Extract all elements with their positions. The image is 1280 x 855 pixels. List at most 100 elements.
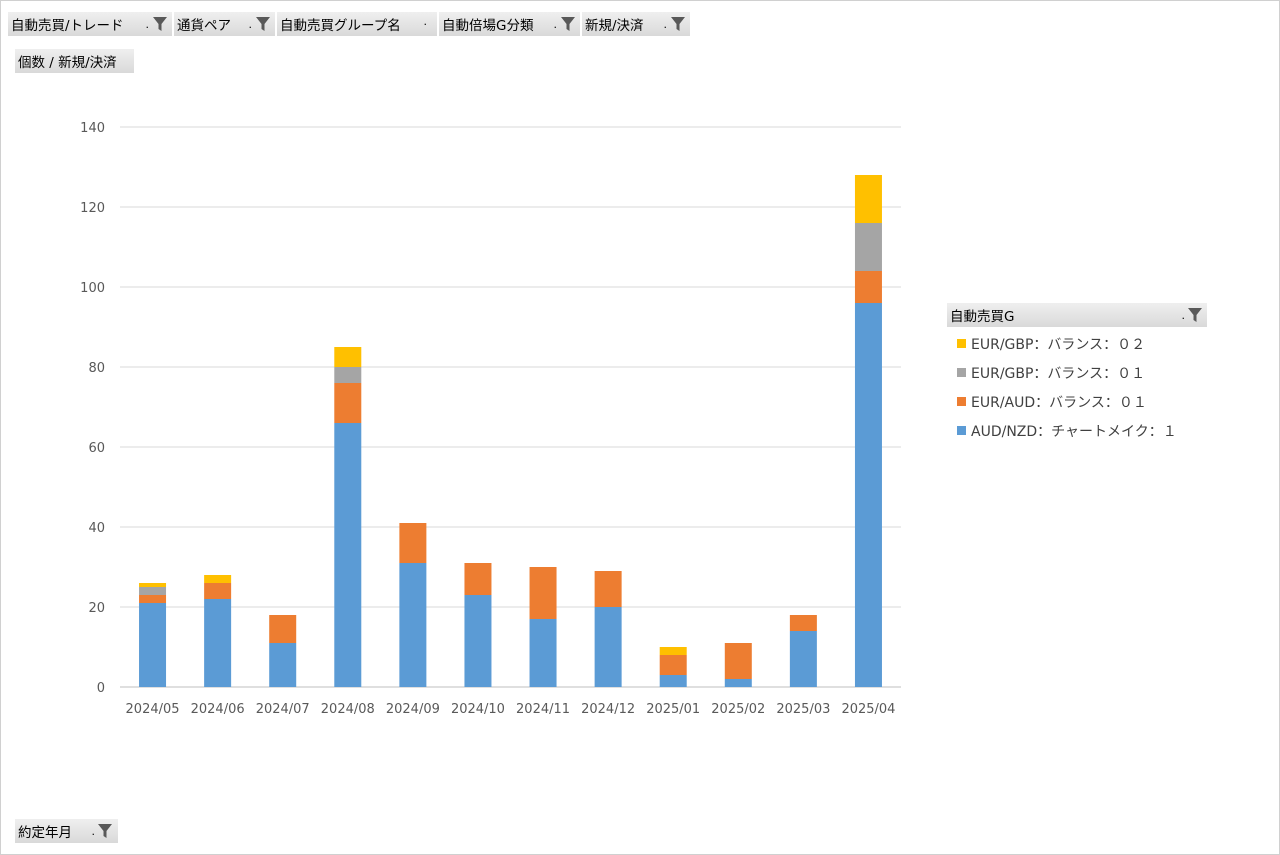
bar-segment-series-0-2024-05[interactable] (139, 603, 167, 687)
bar-segment-series-1-2024-08[interactable] (334, 383, 362, 423)
y-tick-label: 20 (88, 601, 105, 616)
gridlines (120, 126, 901, 688)
legend-item-label: EUR/AUD：バランス：０１ (971, 394, 1147, 411)
x-tick-label: 2024/06 (191, 702, 245, 717)
filter-field-trade-type[interactable]: 自動売買/トレード . (8, 12, 172, 36)
x-tick-label: 2024/09 (386, 702, 440, 717)
bar-segment-series-1-2025-04[interactable] (854, 271, 882, 303)
legend: 自動売買G . EUR/GBP：バランス：０２ EUR/GBP：バランス：０１ … (947, 303, 1207, 445)
x-tick-label: 2024/11 (516, 702, 570, 717)
bar-segment-series-2-2024-05[interactable] (139, 587, 167, 595)
bar-segment-series-0-2024-08[interactable] (334, 423, 362, 687)
legend-item-label: AUD/NZD：チャートメイク：１ (971, 423, 1177, 440)
bar-segment-series-0-2025-03[interactable] (789, 631, 817, 687)
legend-swatch (957, 426, 966, 435)
filter-field-open-close[interactable]: 新規/決済 . (582, 12, 690, 36)
x-tick-label: 2024/07 (256, 702, 310, 717)
bar-segment-series-1-2024-05[interactable] (139, 595, 167, 603)
filter-field-currency-pair[interactable]: 通貨ペア . (174, 12, 275, 36)
y-tick-label: 40 (88, 521, 105, 536)
bar-segment-series-1-2024-09[interactable] (399, 523, 427, 563)
filter-active-dot: . (1181, 308, 1186, 322)
bar-segment-series-2-2024-08[interactable] (334, 367, 362, 383)
bar-segment-series-1-2024-12[interactable] (594, 571, 622, 607)
dropdown-indicator: · (423, 17, 428, 31)
filter-field-label: 自動売買グループ名 (280, 18, 401, 34)
legend-item-eurgbp-01[interactable]: EUR/GBP：バランス：０１ (947, 358, 1207, 387)
bar-segment-series-0-2025-04[interactable] (854, 303, 882, 687)
legend-swatch (957, 397, 966, 406)
filter-field-label: 新規/決済 (585, 18, 644, 34)
legend-item-label: EUR/GBP：バランス：０２ (971, 336, 1146, 353)
filter-field-group-category[interactable]: 自動倍場G分類 . (439, 12, 580, 36)
bar-segment-series-1-2024-10[interactable] (464, 563, 492, 595)
bar-segment-series-1-2024-06[interactable] (204, 583, 232, 599)
bar-segment-series-3-2024-06[interactable] (204, 575, 232, 583)
filter-active-dot: . (145, 17, 150, 31)
legend-item-audnzd-1[interactable]: AUD/NZD：チャートメイク：１ (947, 416, 1207, 445)
x-tick-label: 2024/05 (126, 702, 180, 717)
filter-active-dot: . (553, 17, 558, 31)
filter-funnel-icon[interactable] (558, 14, 578, 34)
bar-segment-series-1-2024-11[interactable] (529, 567, 557, 619)
legend-item-eurgbp-02[interactable]: EUR/GBP：バランス：０２ (947, 329, 1207, 358)
bars (139, 175, 882, 687)
bar-segment-series-0-2024-06[interactable] (204, 599, 232, 687)
value-field-button[interactable]: 個数 / 新規/決済 (15, 49, 134, 73)
bar-segment-series-1-2025-01[interactable] (659, 655, 687, 675)
filter-active-dot: . (91, 824, 96, 838)
filter-field-bar: 自動売買/トレード . 通貨ペア . 自動売買グループ名 · 自動倍場G分類 .… (8, 12, 690, 36)
filter-funnel-icon[interactable] (668, 14, 688, 34)
filter-field-label: 自動倍場G分類 (442, 18, 534, 34)
y-tick-label: 140 (80, 121, 105, 136)
legend-swatch (957, 368, 966, 377)
bar-segment-series-0-2024-09[interactable] (399, 563, 427, 687)
bar-segment-series-1-2025-02[interactable] (724, 643, 752, 679)
y-tick-label: 0 (97, 681, 105, 696)
y-tick-label: 120 (80, 201, 105, 216)
filter-funnel-icon[interactable] (1185, 305, 1205, 325)
legend-item-label: EUR/GBP：バランス：０１ (971, 365, 1146, 382)
y-tick-label: 80 (88, 361, 105, 376)
legend-swatch (957, 339, 966, 348)
bar-segment-series-3-2025-04[interactable] (854, 175, 882, 223)
legend-item-euraud-01[interactable]: EUR/AUD：バランス：０１ (947, 387, 1207, 416)
x-tick-label: 2024/10 (451, 702, 505, 717)
x-tick-label: 2025/01 (646, 702, 700, 717)
axis-field-button[interactable]: 約定年月 . (15, 819, 118, 843)
bar-segment-series-1-2024-07[interactable] (269, 615, 297, 643)
bar-segment-series-3-2024-08[interactable] (334, 347, 362, 367)
bar-segment-series-1-2025-03[interactable] (789, 615, 817, 631)
bar-segment-series-0-2024-12[interactable] (594, 607, 622, 687)
filter-funnel-icon[interactable] (95, 821, 115, 841)
legend-field-label: 自動売買G (950, 309, 1015, 325)
x-tick-label: 2024/12 (581, 702, 635, 717)
filter-field-label: 自動売買/トレード (11, 18, 124, 34)
bar-segment-series-0-2025-01[interactable] (659, 675, 687, 687)
filter-funnel-icon[interactable] (150, 14, 170, 34)
bar-segment-series-0-2024-10[interactable] (464, 595, 492, 687)
legend-field-button[interactable]: 自動売買G . (947, 303, 1207, 327)
filter-funnel-icon[interactable] (253, 14, 273, 34)
x-tick-label: 2024/08 (321, 702, 375, 717)
axis-field-label: 約定年月 (18, 825, 72, 841)
x-axis-ticks: 2024/05 2024/06 2024/07 2024/08 2024/09 2024/… (126, 702, 896, 717)
x-tick-label: 2025/02 (711, 702, 765, 717)
y-tick-label: 60 (88, 441, 105, 456)
y-tick-label: 100 (80, 281, 105, 296)
filter-active-dot: . (663, 17, 668, 31)
x-tick-label: 2025/04 (841, 702, 895, 717)
bar-segment-series-3-2024-05[interactable] (139, 583, 167, 587)
bar-segment-series-3-2025-01[interactable] (659, 647, 687, 655)
filter-field-label: 通貨ペア (177, 18, 231, 34)
filter-active-dot: . (248, 17, 253, 31)
bar-segment-series-0-2024-11[interactable] (529, 619, 557, 687)
bar-segment-series-2-2025-04[interactable] (854, 223, 882, 271)
x-tick-label: 2025/03 (776, 702, 830, 717)
bar-segment-series-0-2024-07[interactable] (269, 643, 297, 687)
y-axis-ticks: 0 20 40 60 80 100 120 140 (80, 121, 105, 696)
bar-segment-series-0-2025-02[interactable] (724, 679, 752, 687)
filter-field-group-name[interactable]: 自動売買グループ名 · (277, 12, 437, 36)
